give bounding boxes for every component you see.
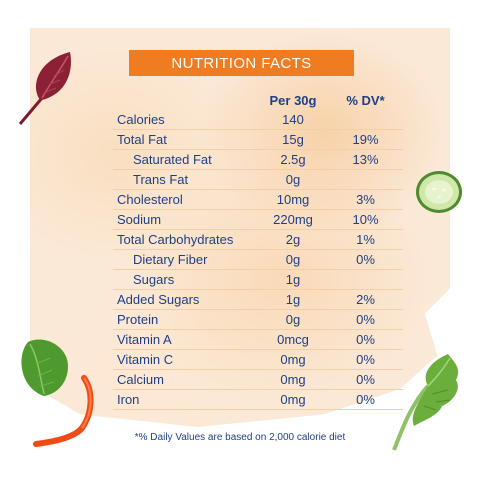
nutrient-amount: 0mg [280, 392, 306, 407]
nutrient-row: Vitamin C 0mg 0% [113, 350, 403, 370]
nutrient-daily-value: 0% [356, 252, 375, 267]
nutrient-name: Added Sugars [117, 292, 200, 307]
nutrient-name: Trans Fat [133, 172, 189, 187]
nutrient-name: Calcium [117, 372, 164, 387]
nutrient-daily-value: 13% [352, 152, 379, 167]
nutrition-facts-banner: NUTRITION FACTS [129, 50, 354, 76]
nutrient-daily-value: 0% [356, 372, 375, 387]
row-divider [113, 409, 403, 410]
red-pepper-strip-icon [33, 375, 94, 447]
nutrient-amount: 220mg [273, 212, 313, 227]
row-divider [113, 249, 403, 250]
nutrient-row: Saturated Fat 2.5g 13% [113, 150, 403, 170]
lettuce-leaf-icon [392, 354, 459, 451]
row-divider [113, 349, 403, 350]
nutrient-daily-value: 0% [356, 312, 375, 327]
nutrient-name: Iron [117, 392, 140, 407]
nutrient-row: Iron 0mg 0% [113, 390, 403, 410]
row-divider [113, 289, 403, 290]
row-divider [113, 129, 403, 130]
nutrient-name: Protein [117, 312, 159, 327]
nutrient-amount: 0g [285, 252, 301, 267]
nutrient-daily-value: 19% [352, 132, 379, 147]
nutrient-amount: 10mg [276, 192, 310, 207]
nutrient-name: Dietary Fiber [133, 252, 208, 267]
red-chard-leaf-icon [18, 52, 71, 125]
nutrient-daily-value: 3% [356, 192, 375, 207]
nutrient-name: Cholesterol [117, 192, 183, 207]
nutrient-name: Saturated Fat [133, 152, 212, 167]
nutrient-amount: 0g [285, 312, 301, 327]
nutrient-name: Calories [117, 112, 165, 127]
nutrient-name: Total Carbohydrates [117, 232, 234, 247]
nutrient-daily-value: 0% [356, 332, 375, 347]
nutrient-amount: 0mcg [277, 332, 309, 347]
background-wash [30, 28, 450, 427]
row-divider [113, 389, 403, 390]
row-divider [113, 229, 403, 230]
nutrient-amount: 0mg [280, 352, 306, 367]
daily-value-column-header: % DV* [346, 93, 385, 108]
nutrient-row: Sodium 220mg 10% [113, 210, 403, 230]
nutrient-amount: 140 [282, 112, 304, 127]
nutrient-row: Added Sugars 1g 2% [113, 290, 403, 310]
nutrient-amount: 2.5g [280, 152, 306, 167]
nutrient-row: Total Fat 15g 19% [113, 130, 403, 150]
row-divider [113, 309, 403, 310]
nutrient-amount: 15g [282, 132, 304, 147]
nutrient-amount: 1g [285, 272, 301, 287]
nutrient-row: Cholesterol 10mg 3% [113, 190, 403, 210]
nutrient-daily-value: 10% [352, 212, 379, 227]
row-divider [113, 149, 403, 150]
nutrient-daily-value: 0% [356, 352, 375, 367]
nutrient-row: Vitamin A 0mcg 0% [113, 330, 403, 350]
nutrient-amount: 2g [285, 232, 301, 247]
row-divider [113, 169, 403, 170]
cucumber-slice-icon [416, 171, 462, 213]
nutrient-daily-value: 0% [356, 392, 375, 407]
nutrient-row: Dietary Fiber 0g 0% [113, 250, 403, 270]
row-divider [113, 209, 403, 210]
nutrient-name: Total Fat [117, 132, 167, 147]
nutrient-row: Protein 0g 0% [113, 310, 403, 330]
row-divider [113, 189, 403, 190]
nutrient-daily-value: 2% [356, 292, 375, 307]
basil-leaf-icon [21, 339, 68, 396]
nutrient-daily-value: 1% [356, 232, 375, 247]
nutrient-row: Total Carbohydrates 2g 1% [113, 230, 403, 250]
row-divider [113, 369, 403, 370]
nutrient-name: Vitamin C [117, 352, 174, 367]
row-divider [113, 269, 403, 270]
nutrient-amount: 0g [285, 172, 301, 187]
nutrient-row: Trans Fat 0g [113, 170, 403, 190]
nutrient-row: Calcium 0mg 0% [113, 370, 403, 390]
nutrient-row: Sugars 1g [113, 270, 403, 290]
daily-value-footnote: *% Daily Values are based on 2,000 calor… [134, 432, 346, 443]
nutrient-name: Sugars [133, 272, 175, 287]
nutrient-name: Sodium [117, 212, 162, 227]
amount-column-header: Per 30g [269, 93, 317, 108]
nutrient-name: Vitamin A [117, 332, 172, 347]
row-divider [113, 329, 403, 330]
nutrient-amount: 1g [285, 292, 301, 307]
nutrient-amount: 0mg [280, 372, 306, 387]
nutrient-row: Calories 140 [113, 110, 403, 130]
